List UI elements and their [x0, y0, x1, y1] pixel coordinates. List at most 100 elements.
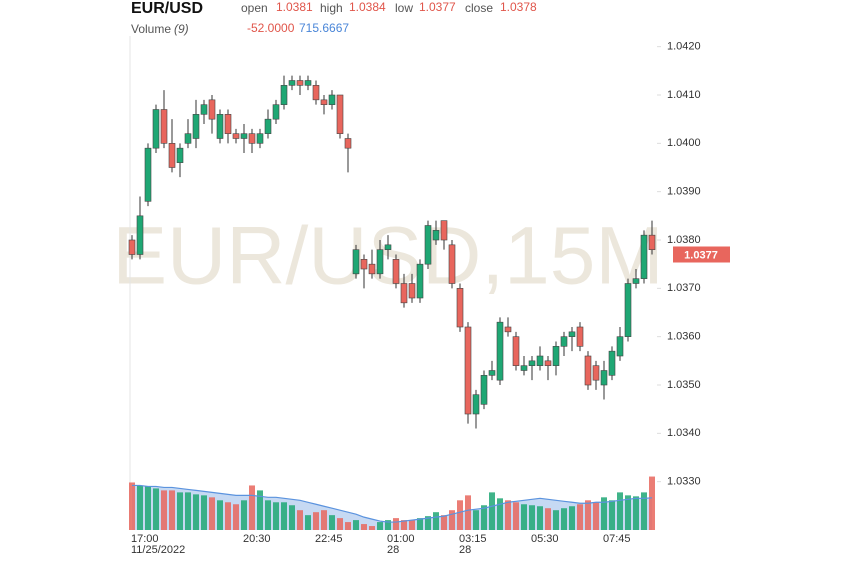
candle-body: [144, 147, 152, 202]
candle-body: [288, 80, 296, 86]
volume-bar: [641, 492, 647, 530]
x-tick-sublabel: 28: [459, 544, 471, 556]
candle-body: [264, 118, 272, 134]
volume-bar: [273, 502, 279, 530]
candle-body: [504, 326, 512, 333]
candle-body: [416, 263, 424, 299]
y-tick-label: 1.0380: [667, 234, 701, 246]
candle-body: [600, 370, 608, 386]
volume-bar: [265, 500, 271, 530]
volume-bar: [297, 510, 303, 530]
volume-bar: [553, 510, 559, 530]
volume-bar: [497, 498, 503, 530]
candle-body: [296, 80, 304, 86]
y-tick-label: 1.0350: [667, 379, 701, 391]
candle-body: [312, 85, 320, 101]
candle-body: [176, 147, 184, 163]
candle-body: [584, 355, 592, 386]
volume-bar: [201, 495, 207, 530]
candle-body: [320, 99, 328, 105]
x-tick-label: 01:00: [387, 533, 415, 545]
candle-body: [168, 143, 176, 168]
candle-body: [392, 259, 400, 284]
volume-bar: [529, 505, 535, 530]
volume-bar: [465, 495, 471, 530]
volume-value: -52.0000: [247, 21, 295, 35]
volume-bar: [225, 502, 231, 530]
candle-body: [184, 133, 192, 144]
candle-body: [488, 370, 496, 376]
candle-body: [608, 350, 616, 376]
volume-bar: [241, 500, 247, 530]
candle-body: [496, 321, 504, 381]
candle-body: [424, 225, 432, 265]
volume-bar: [585, 500, 591, 530]
volume-bar: [625, 495, 631, 530]
candle-body: [328, 94, 336, 105]
candle-body: [160, 109, 168, 144]
volume-bar: [345, 522, 351, 530]
candle-body: [336, 94, 344, 134]
candle-body: [568, 331, 576, 337]
x-tick-label: 20:30: [243, 533, 271, 545]
y-tick-label: 1.0410: [667, 89, 701, 101]
volume-bar: [569, 506, 575, 530]
candle-body: [480, 375, 488, 405]
candle-body: [240, 133, 248, 139]
volume-bar: [321, 510, 327, 530]
x-tick-label: 05:30: [531, 533, 559, 545]
close-value: 1.0378: [500, 0, 537, 14]
volume-bar: [169, 490, 175, 530]
candle-body: [368, 263, 376, 275]
symbol: EUR/USD: [131, 0, 203, 17]
candle-body: [552, 346, 560, 366]
candle-body: [208, 99, 216, 120]
volume-bar: [353, 520, 359, 530]
volume-bar: [649, 476, 655, 530]
volume-bar: [617, 492, 623, 530]
volume-bar: [521, 504, 527, 530]
candle-body: [632, 278, 640, 284]
open-value: 1.0381: [276, 0, 313, 14]
candle-body: [528, 360, 536, 366]
candle-body: [152, 109, 160, 149]
volume-ma-line: [132, 484, 653, 523]
candle-body: [472, 394, 480, 415]
candle-body: [216, 114, 224, 139]
volume-bar: [153, 488, 159, 530]
candle-body: [544, 360, 552, 366]
volume-bar: [281, 502, 287, 530]
candle-body: [576, 326, 584, 347]
volume-bar: [145, 486, 151, 530]
x-tick-label: 07:45: [603, 533, 631, 545]
volume-bar: [545, 508, 551, 530]
volume-bar: [433, 512, 439, 530]
close-label: close: [465, 1, 493, 15]
x-tick-sublabel: 11/25/2022: [131, 544, 185, 556]
volume-bar: [561, 508, 567, 530]
volume-bar: [233, 504, 239, 530]
candle-body: [408, 283, 416, 299]
y-tick-label: 1.0360: [667, 331, 701, 343]
candle-body: [592, 365, 600, 381]
candle-body: [520, 365, 528, 371]
y-tick-label: 1.0340: [667, 427, 701, 439]
candle-body: [384, 244, 392, 250]
volume-bar: [257, 490, 263, 530]
candle-body: [304, 80, 312, 86]
volume-bar: [337, 518, 343, 530]
open-label: open: [241, 1, 268, 15]
candle-body: [448, 244, 456, 284]
candle-body: [352, 249, 360, 275]
volume-label: Volume: [131, 22, 171, 36]
volume-bar: [633, 496, 639, 530]
candle-body: [136, 215, 144, 255]
candle-body: [648, 234, 656, 250]
volume-bar: [185, 492, 191, 530]
candle-body: [456, 288, 464, 328]
volume-bar: [129, 482, 135, 530]
candle-body: [616, 336, 624, 357]
low-value: 1.0377: [419, 0, 456, 14]
volume-bar: [209, 497, 215, 530]
